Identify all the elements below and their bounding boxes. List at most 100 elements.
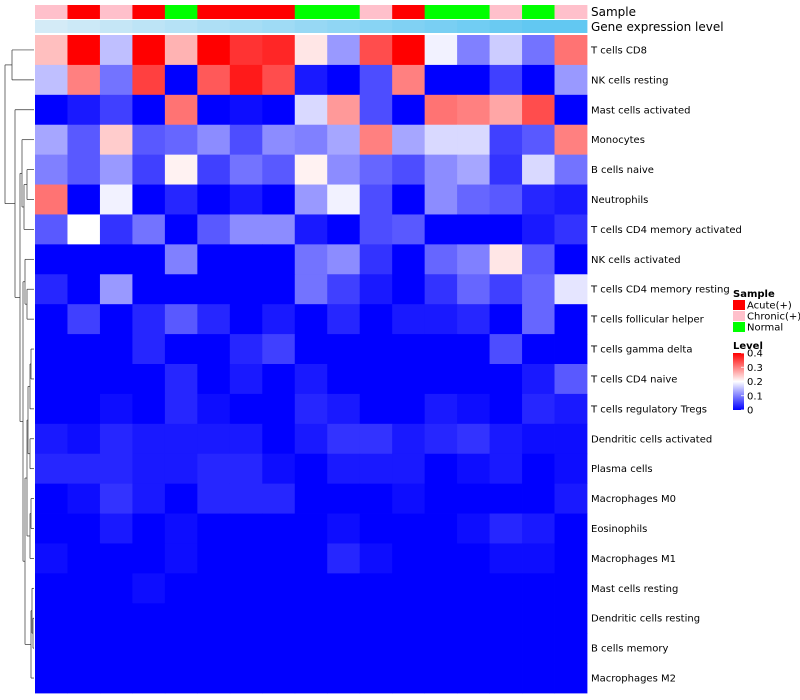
heatmap-cell (262, 423, 296, 455)
heatmap-cell (457, 184, 490, 215)
heatmap-cell (67, 513, 101, 544)
row-labels: T cells CD8 NK cells resting Mast cells ac… (590, 45, 742, 684)
heatmap-cell (522, 304, 555, 335)
heatmap-cell (99, 274, 133, 305)
heatmap-cell (99, 64, 133, 96)
heatmap-cell (359, 543, 393, 574)
heatmap-cell (392, 35, 426, 66)
heatmap-cell (164, 244, 198, 275)
heatmap-cell (554, 274, 588, 305)
heatmap-cell (359, 423, 393, 455)
heatmap-cell (164, 393, 198, 425)
heatmap-cell (554, 334, 588, 365)
heatmap-cell (294, 214, 328, 245)
heatmap-cell (262, 603, 296, 634)
heatmap-cell (489, 35, 523, 66)
heatmap-cell (489, 423, 523, 455)
row-label: Dendritic cells activated (591, 434, 712, 445)
heatmap-cell (197, 573, 231, 604)
row-label: T cells follicular helper (590, 315, 705, 326)
heatmap-cell (99, 35, 133, 66)
heatmap-cell (294, 154, 328, 185)
heatmap-cell (132, 64, 166, 96)
heatmap-cell (392, 94, 426, 126)
sample-annotation-cell (262, 5, 296, 19)
heatmap-cell (489, 483, 523, 514)
heatmap-cell (392, 453, 426, 485)
heatmap-cell (132, 633, 166, 664)
heatmap-cell (35, 483, 68, 514)
heatmap-cell (294, 334, 328, 365)
heatmap-cell (522, 423, 555, 455)
heatmap-cell (67, 663, 101, 694)
heatmap-cell (35, 364, 68, 395)
heatmap-cell (197, 453, 231, 485)
heatmap-cell (229, 154, 263, 185)
heatmap-cell (132, 603, 166, 634)
heatmap-cell (132, 94, 166, 126)
heatmap-cell (262, 274, 296, 305)
heatmap-cell (229, 453, 263, 485)
heatmap-cell (522, 334, 555, 365)
heatmap-cell (554, 35, 588, 66)
heatmap-cell (229, 393, 263, 425)
heatmap-cell (164, 304, 198, 335)
annotation-tracks (35, 5, 588, 33)
heatmap-cell (554, 393, 588, 425)
heatmap-cell (327, 453, 361, 485)
heatmap-cell (67, 35, 101, 66)
heatmap-cell (457, 274, 490, 305)
heatmap-cell (392, 364, 426, 395)
heatmap-cell (262, 573, 296, 604)
heatmap-cell (424, 214, 458, 245)
heatmap-cell (359, 603, 393, 634)
heatmap-cell (262, 244, 296, 275)
row-label: T cells CD4 memory resting (590, 285, 730, 296)
heatmap-cell (359, 214, 393, 245)
heatmap-cell (457, 35, 490, 66)
heatmap-cell (489, 364, 523, 395)
heatmap-cell (99, 184, 133, 215)
heatmap-cell (522, 94, 555, 126)
heatmap-cell (35, 64, 68, 96)
heatmap-cell (424, 364, 458, 395)
heatmap-cell (294, 35, 328, 66)
row-label: B cells naive (591, 165, 654, 176)
heatmap-cell (424, 184, 458, 215)
heatmap-cell (99, 633, 133, 664)
heatmap-cell (359, 124, 393, 156)
heatmap-cell (67, 214, 101, 245)
heatmap-cell (554, 663, 588, 694)
heatmap-cell (294, 453, 328, 485)
heatmap-cell (197, 483, 231, 514)
heatmap-cell (35, 304, 68, 335)
heatmap-cell (262, 35, 296, 66)
heatmap-cell (327, 423, 361, 455)
heatmap-cell (197, 35, 231, 66)
heatmap-cell (457, 483, 490, 514)
heatmap-cell (522, 214, 555, 245)
heatmap-cell (99, 513, 133, 544)
heatmap-cell (457, 304, 490, 335)
heatmap-cell (35, 543, 68, 574)
heatmap-cell (327, 35, 361, 66)
heatmap-cell (164, 663, 198, 694)
expression-level-annotation-cell (262, 20, 296, 33)
heatmap-cell (359, 334, 393, 365)
heatmap-cell (99, 154, 133, 185)
heatmap-cell (99, 423, 133, 455)
sample-annotation-cell (197, 5, 231, 19)
heatmap-cell (229, 513, 263, 544)
heatmap-cell (164, 124, 198, 156)
heatmap-cell (327, 94, 361, 126)
heatmap-cell (554, 513, 588, 544)
row-label: B cells memory (591, 644, 668, 655)
heatmap-cell (327, 364, 361, 395)
row-label: T cells regulatory Tregs (590, 404, 707, 415)
heatmap-cell (554, 423, 588, 455)
heatmap-cell (359, 453, 393, 485)
heatmap-cell (35, 513, 68, 544)
heatmap-cell (294, 393, 328, 425)
heatmap-cell (132, 35, 166, 66)
legend-entry-label: Normal (747, 323, 783, 334)
